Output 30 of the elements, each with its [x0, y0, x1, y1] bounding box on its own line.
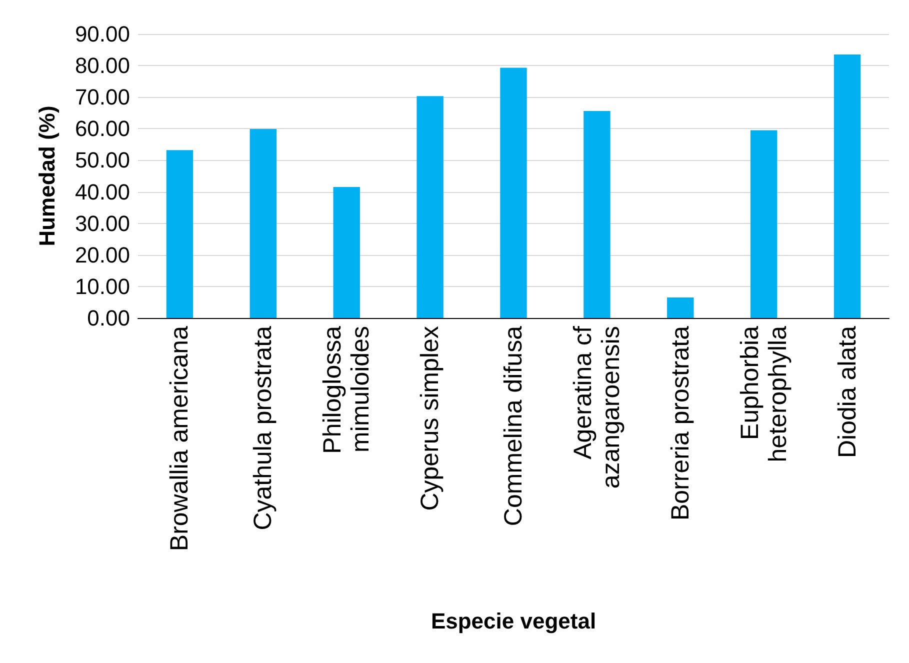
y-tick-label: 0.00: [87, 306, 130, 330]
x-tick-label: Euphorbia heterophylla: [736, 326, 792, 462]
x-tick-label: Cyathula prostrata: [249, 326, 278, 530]
bar: [500, 68, 527, 318]
y-tick-label: 40.00: [74, 179, 130, 204]
bar: [166, 150, 194, 318]
y-tick-label: 60.00: [74, 116, 130, 142]
bar: [750, 130, 778, 318]
y-tick-label: 10.00: [74, 274, 130, 299]
bar: [416, 96, 444, 318]
y-axis-title: Humedad (%): [34, 106, 60, 246]
x-axis-title: Especie vegetal: [430, 608, 596, 634]
bar: [250, 128, 277, 318]
bar: [584, 110, 610, 318]
y-tick-label: 90.00: [74, 22, 130, 46]
x-tick-label: Commelina difusa: [500, 326, 528, 526]
y-tick-label: 70.00: [74, 84, 130, 110]
x-tick-label: Diodia alata: [833, 326, 862, 458]
bar: [667, 297, 694, 318]
x-tick-label: Philoglossa mimuloides: [318, 326, 375, 454]
y-tick-label: 30.00: [74, 210, 130, 236]
y-tick-label: 20.00: [74, 242, 130, 268]
x-tick-label: Ageratina cf azangaroensis: [568, 326, 625, 489]
y-tick-label: 80.00: [74, 53, 130, 78]
bar: [333, 187, 360, 318]
y-tick-label: 50.00: [74, 148, 130, 173]
bar: [834, 54, 861, 318]
x-tick-label: Browallia americana: [166, 326, 194, 552]
x-tick-label: Borreria prostrata: [666, 326, 694, 521]
x-tick-label: Cyperus simplex: [416, 326, 444, 511]
